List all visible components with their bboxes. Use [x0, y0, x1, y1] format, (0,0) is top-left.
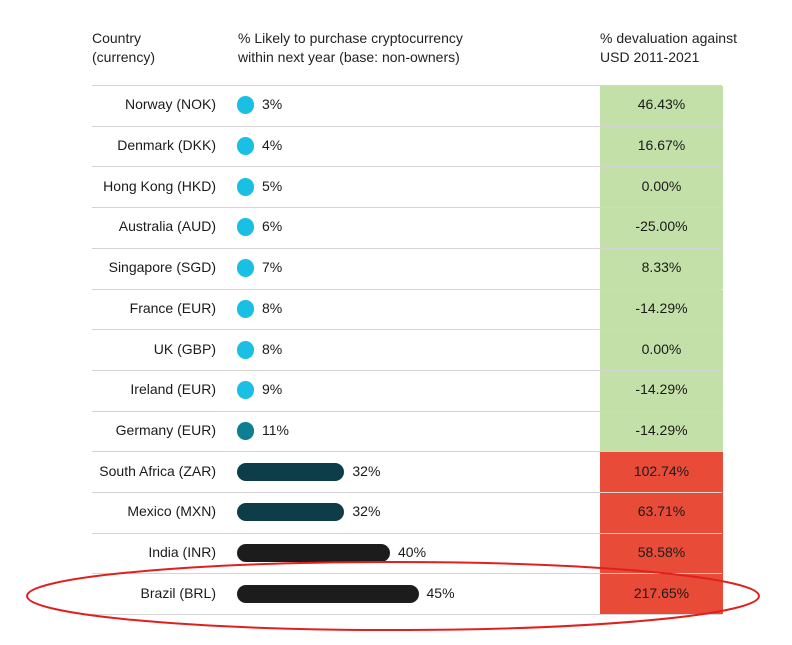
purchase-value-label: 32%	[352, 503, 381, 520]
country-label: Mexico (MXN)	[127, 503, 216, 520]
row-separator	[92, 614, 722, 616]
purchase-bar	[237, 544, 390, 563]
devaluation-value-label: 58.58%	[637, 544, 686, 561]
purchase-value-label: 40%	[398, 544, 427, 561]
purchase-value-label: 6%	[262, 218, 283, 235]
devaluation-value-label: 46.43%	[637, 96, 686, 113]
row-separator	[92, 247, 722, 249]
country-label: South Africa (ZAR)	[99, 462, 216, 479]
country-label: Singapore (SGD)	[108, 259, 216, 276]
devaluation-value-label: 217.65%	[633, 584, 690, 601]
purchase-bar	[237, 584, 419, 603]
devaluation-cell	[600, 574, 723, 615]
country-label: India (INR)	[148, 544, 216, 561]
row-separator	[92, 410, 722, 412]
devaluation-value-label: -25.00%	[635, 218, 688, 235]
devaluation-cell	[600, 370, 723, 412]
header-purchase-likelihood: % Likely to purchase cryptocurrency with…	[238, 29, 463, 67]
devaluation-cell	[600, 533, 723, 575]
purchase-value-label: 45%	[426, 584, 455, 601]
devaluation-value-label: 8.33%	[641, 259, 682, 276]
devaluation-value-label: -14.29%	[635, 299, 688, 316]
purchase-bar	[237, 462, 345, 481]
purchase-bar	[237, 177, 254, 196]
purchase-value-label: 5%	[262, 177, 283, 194]
devaluation-value-label: 0.00%	[641, 340, 682, 357]
devaluation-cell	[600, 208, 723, 249]
row-separator	[92, 369, 722, 371]
brazil-highlight-ellipse	[26, 561, 760, 631]
row-separator	[92, 166, 722, 168]
header-country-line2: (currency)	[92, 49, 156, 65]
devaluation-value-label: 102.74%	[633, 462, 690, 479]
devaluation-cell	[600, 493, 723, 534]
purchase-value-label: 3%	[262, 96, 283, 113]
devaluation-cell	[600, 167, 723, 209]
purchase-value-label: 11%	[262, 421, 289, 438]
row-separator	[92, 329, 722, 331]
row-separator	[92, 85, 722, 86]
purchase-bar	[237, 218, 254, 237]
row-separator	[92, 573, 722, 575]
purchase-bar	[237, 96, 254, 115]
purchase-bar	[237, 299, 254, 318]
devaluation-cell	[600, 330, 723, 371]
header-devaluation: % devaluation against USD 2011-2021	[600, 29, 737, 67]
country-label: Denmark (DKK)	[117, 137, 216, 154]
purchase-value-label: 7%	[262, 259, 283, 276]
header-purchase-line2: within next year (base: non-owners)	[238, 49, 460, 65]
country-label: France (EUR)	[129, 299, 216, 316]
purchase-bar	[237, 421, 254, 440]
devaluation-value-label: 0.00%	[641, 177, 682, 194]
country-label: Ireland (EUR)	[130, 381, 216, 398]
purchase-value-label: 8%	[262, 340, 283, 357]
purchase-bar	[237, 259, 254, 278]
devaluation-cell	[600, 452, 723, 493]
purchase-bar	[237, 340, 254, 359]
devaluation-value-label: 16.67%	[637, 137, 686, 154]
header-devaluation-line1: % devaluation against	[600, 30, 737, 46]
devaluation-cell	[600, 248, 723, 290]
row-separator	[92, 492, 722, 493]
purchase-bar	[237, 503, 345, 522]
row-separator	[92, 125, 722, 127]
devaluation-cell	[600, 411, 723, 453]
header-purchase-line1: % Likely to purchase cryptocurrency	[238, 30, 463, 46]
purchase-value-label: 8%	[262, 299, 283, 316]
row-separator	[92, 532, 722, 534]
purchase-value-label: 32%	[352, 462, 381, 479]
purchase-bar	[237, 137, 254, 156]
purchase-value-label: 9%	[262, 381, 283, 398]
country-label: Hong Kong (HKD)	[103, 177, 216, 194]
header-country-line1: Country	[92, 30, 142, 46]
country-label: Australia (AUD)	[118, 218, 216, 235]
country-label: Norway (NOK)	[124, 96, 216, 113]
row-separator	[92, 207, 722, 209]
country-label: Brazil (BRL)	[140, 584, 216, 601]
row-separator	[92, 288, 722, 290]
country-label: UK (GBP)	[153, 340, 216, 357]
devaluation-value-label: -14.29%	[635, 381, 688, 398]
purchase-value-label: 4%	[262, 137, 283, 154]
devaluation-value-label: 63.71%	[637, 503, 686, 520]
devaluation-cell	[600, 126, 723, 168]
country-label: Germany (EUR)	[115, 421, 216, 438]
devaluation-cell	[600, 86, 723, 127]
devaluation-value-label: -14.29%	[635, 421, 688, 438]
header-country: Country (currency)	[92, 29, 155, 67]
header-devaluation-line2: USD 2011-2021	[600, 49, 700, 65]
row-separator	[92, 451, 722, 453]
purchase-bar	[237, 381, 254, 400]
devaluation-cell	[600, 289, 723, 331]
